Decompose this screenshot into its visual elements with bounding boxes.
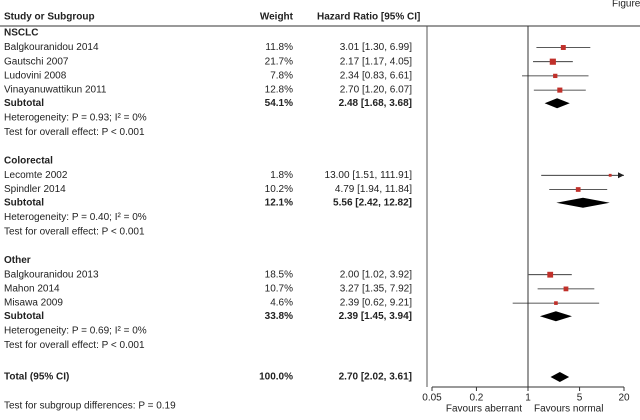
study-hr: 2.17 [1.17, 4.05] — [340, 56, 413, 67]
study-name: Mahon 2014 — [4, 284, 60, 295]
subgroup-test: Test for subgroup differences: P = 0.19 — [4, 401, 176, 412]
column-header: Weight — [260, 12, 294, 23]
subtotal-weight: 33.8% — [265, 311, 293, 322]
subtotal-diamond — [544, 98, 570, 109]
subtotal-hr: 2.48 [1.68, 3.68] — [339, 98, 412, 109]
subtotal-diamond — [539, 311, 572, 322]
overall-effect: Test for overall effect: P < 0.001 — [4, 340, 145, 351]
study-name: Gautschi 2007 — [4, 56, 69, 67]
study-name: Vinayanuwattikun 2011 — [4, 85, 107, 96]
study-weight: 21.7% — [265, 56, 293, 67]
study-name: Ludovini 2008 — [4, 71, 67, 82]
study-name: Lecomte 2002 — [4, 170, 68, 181]
total-hr: 2.70 [2.02, 3.61] — [339, 372, 412, 383]
total-name: Total (95% CI) — [4, 372, 69, 383]
study-name: Balgkouranidou 2013 — [4, 269, 99, 280]
corner-text: Figure — [612, 0, 640, 10]
subtotal-name: Subtotal — [4, 311, 44, 322]
study-marker — [554, 301, 558, 305]
total-weight: 100.0% — [259, 372, 293, 383]
study-name: Spindler 2014 — [4, 184, 66, 195]
study-hr: 2.34 [0.83, 6.61] — [340, 71, 413, 82]
study-marker — [560, 45, 566, 50]
total-diamond — [550, 372, 570, 382]
study-marker — [547, 271, 554, 278]
x-tick-label: 20 — [618, 393, 630, 404]
heterogeneity: Heterogeneity: P = 0.69; I² = 0% — [4, 325, 147, 336]
study-marker — [553, 73, 558, 79]
x-label-right: Favours normal — [534, 404, 603, 415]
group-name: Colorectal — [4, 155, 53, 166]
study-hr: 2.39 [0.62, 9.21] — [340, 298, 413, 309]
study-hr: 3.01 [1.30, 6.99] — [340, 42, 413, 53]
column-header: Study or Subgroup — [4, 12, 95, 23]
study-hr: 4.79 [1.94, 11.84] — [335, 184, 412, 195]
subtotal-weight: 54.1% — [265, 98, 293, 109]
study-weight: 18.5% — [265, 269, 293, 280]
study-hr: 3.27 [1.35, 7.92] — [340, 284, 413, 295]
subtotal-name: Subtotal — [4, 98, 44, 109]
subtotal-diamond — [556, 197, 610, 208]
group-name: Other — [4, 255, 31, 266]
group-name: NSCLC — [4, 28, 38, 39]
heterogeneity: Heterogeneity: P = 0.93; I² = 0% — [4, 112, 147, 123]
study-marker — [557, 87, 563, 93]
study-weight: 10.7% — [265, 284, 293, 295]
subtotal-hr: 5.56 [2.42, 12.82] — [333, 197, 412, 208]
study-weight: 1.8% — [270, 170, 293, 181]
study-weight: 7.8% — [270, 71, 293, 82]
x-tick-label: 0.2 — [469, 393, 483, 404]
study-weight: 10.2% — [265, 184, 293, 195]
subtotal-name: Subtotal — [4, 197, 44, 208]
study-hr: 13.00 [1.51, 111.91] — [325, 170, 413, 181]
subtotal-hr: 2.39 [1.45, 3.94] — [339, 311, 412, 322]
study-hr: 2.00 [1.02, 3.92] — [340, 269, 413, 280]
overall-effect: Test for overall effect: P < 0.001 — [4, 127, 145, 138]
study-marker — [563, 286, 569, 292]
study-marker — [575, 187, 581, 192]
column-header: Hazard Ratio [95% CI] — [317, 12, 420, 23]
study-weight: 12.8% — [265, 85, 293, 96]
study-marker — [549, 58, 556, 65]
ci-arrow — [618, 172, 624, 179]
study-name: Balgkouranidou 2014 — [4, 42, 99, 53]
subtotal-weight: 12.1% — [265, 197, 293, 208]
study-weight: 4.6% — [270, 298, 293, 309]
heterogeneity: Heterogeneity: P = 0.40; I² = 0% — [4, 212, 147, 223]
overall-effect: Test for overall effect: P < 0.001 — [4, 226, 145, 237]
study-hr: 2.70 [1.20, 6.07] — [340, 85, 413, 96]
study-weight: 11.8% — [265, 42, 293, 53]
study-marker — [608, 173, 612, 177]
x-tick-label: 1 — [525, 393, 531, 404]
x-tick-label: 0.05 — [422, 393, 442, 404]
x-tick-label: 5 — [577, 393, 583, 404]
study-name: Misawa 2009 — [4, 298, 63, 309]
x-label-left: Favours aberrant — [446, 404, 522, 415]
